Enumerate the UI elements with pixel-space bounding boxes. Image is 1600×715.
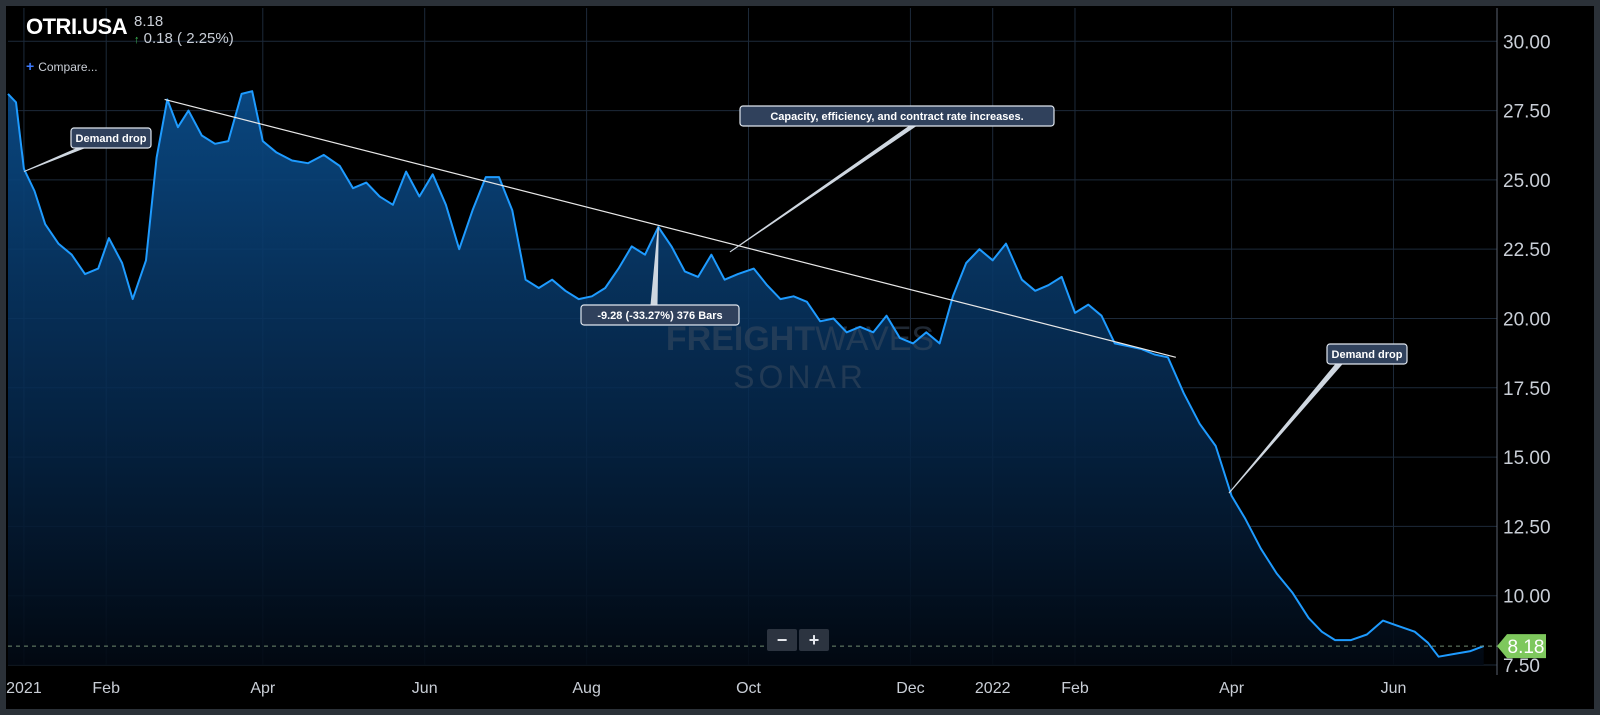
watermark-freight: FREIGHT bbox=[666, 320, 815, 358]
y-tick-label: 22.50 bbox=[1503, 240, 1551, 261]
y-tick-label: 12.50 bbox=[1503, 517, 1551, 538]
zoom-out-button[interactable]: − bbox=[767, 629, 797, 651]
y-axis: 7.50 10.00 12.50 15.00 17.50 20.00 22.50 25.00 2… bbox=[1496, 8, 1551, 677]
x-tick-label: 2021 bbox=[6, 680, 42, 697]
y-tick-label: 30.00 bbox=[1503, 32, 1551, 53]
x-tick-label: 2022 bbox=[975, 680, 1011, 697]
annotation-callout-box bbox=[1326, 343, 1408, 365]
compare-label: Compare... bbox=[38, 60, 98, 74]
up-arrow-icon: ↑ bbox=[134, 34, 140, 46]
price-line bbox=[7, 90, 1485, 658]
price-change: ↑ 0.18 ( 2.25%) bbox=[134, 30, 234, 47]
watermark: FREIGHTWAVES SONAR bbox=[666, 320, 934, 395]
annotation-callout-box bbox=[739, 105, 1055, 127]
annotation-callout-text: Demand drop bbox=[1332, 349, 1403, 361]
watermark-waves: WAVES bbox=[815, 320, 934, 358]
annotation-callout: Demand drop bbox=[70, 127, 152, 149]
chart-header: OTRI.USA bbox=[26, 14, 128, 40]
x-tick-label: Oct bbox=[736, 680, 761, 697]
last-price: 8.18 bbox=[134, 13, 164, 30]
zoom-controls: − + bbox=[767, 629, 829, 651]
annotation-callout: Demand drop bbox=[1326, 343, 1408, 365]
y-tick-label: 25.00 bbox=[1503, 171, 1551, 192]
x-tick-label: Dec bbox=[896, 680, 924, 697]
price-area bbox=[8, 91, 1484, 665]
plus-icon: + bbox=[26, 58, 35, 74]
ticker-symbol[interactable]: OTRI.USA bbox=[26, 14, 128, 39]
watermark-line1: FREIGHTWAVES bbox=[666, 320, 934, 358]
measure-callout-box bbox=[580, 304, 740, 326]
y-tick-label: 27.50 bbox=[1503, 102, 1551, 123]
x-tick-label: Jun bbox=[1381, 680, 1407, 697]
y-tick-label: 10.00 bbox=[1503, 587, 1551, 608]
price-line-path bbox=[7, 90, 1485, 658]
price-change-value: 0.18 ( 2.25%) bbox=[143, 30, 234, 47]
last-price-badge-bg bbox=[1497, 634, 1546, 659]
measure-callout-text: -9.28 (-33.27%) 376 Bars bbox=[597, 310, 722, 322]
y-tick-label: 17.50 bbox=[1503, 379, 1551, 400]
x-tick-label: Apr bbox=[1219, 680, 1245, 697]
y-tick-label: 20.00 bbox=[1503, 309, 1551, 330]
price-area-fill bbox=[8, 91, 1484, 665]
measure-callout: -9.28 (-33.27%) 376 Bars bbox=[580, 304, 740, 326]
compare-button[interactable]: + Compare... bbox=[26, 58, 98, 74]
x-tick-label: Apr bbox=[250, 680, 276, 697]
trendline bbox=[164, 98, 1176, 358]
y-tick-label: 15.00 bbox=[1503, 448, 1551, 469]
watermark-line2: SONAR bbox=[733, 359, 867, 395]
x-axis: 2021 Feb Apr Jun Aug Oct Dec 2022 Feb Apr Jun bbox=[6, 680, 1406, 697]
last-price-badge-label: 8.18 bbox=[1508, 637, 1545, 658]
x-tick-label: Feb bbox=[92, 680, 120, 697]
x-tick-label: Aug bbox=[572, 680, 600, 697]
x-tick-label: Feb bbox=[1061, 680, 1089, 697]
zoom-in-button[interactable]: + bbox=[799, 629, 829, 651]
annotation-callout-text: Capacity, efficiency, and contract rate … bbox=[770, 111, 1023, 123]
last-price-badge: 8.18 bbox=[1497, 634, 1546, 659]
annotation-callout-text: Demand drop bbox=[76, 133, 147, 145]
drawing-overlay: Demand drop Capacity, efficiency, and con… bbox=[8, 98, 1497, 647]
annotation-callout: Capacity, efficiency, and contract rate … bbox=[739, 105, 1055, 127]
y-tick-label: 7.50 bbox=[1503, 656, 1540, 677]
annotation-callout-box bbox=[70, 127, 152, 149]
x-tick-label: Jun bbox=[412, 680, 438, 697]
